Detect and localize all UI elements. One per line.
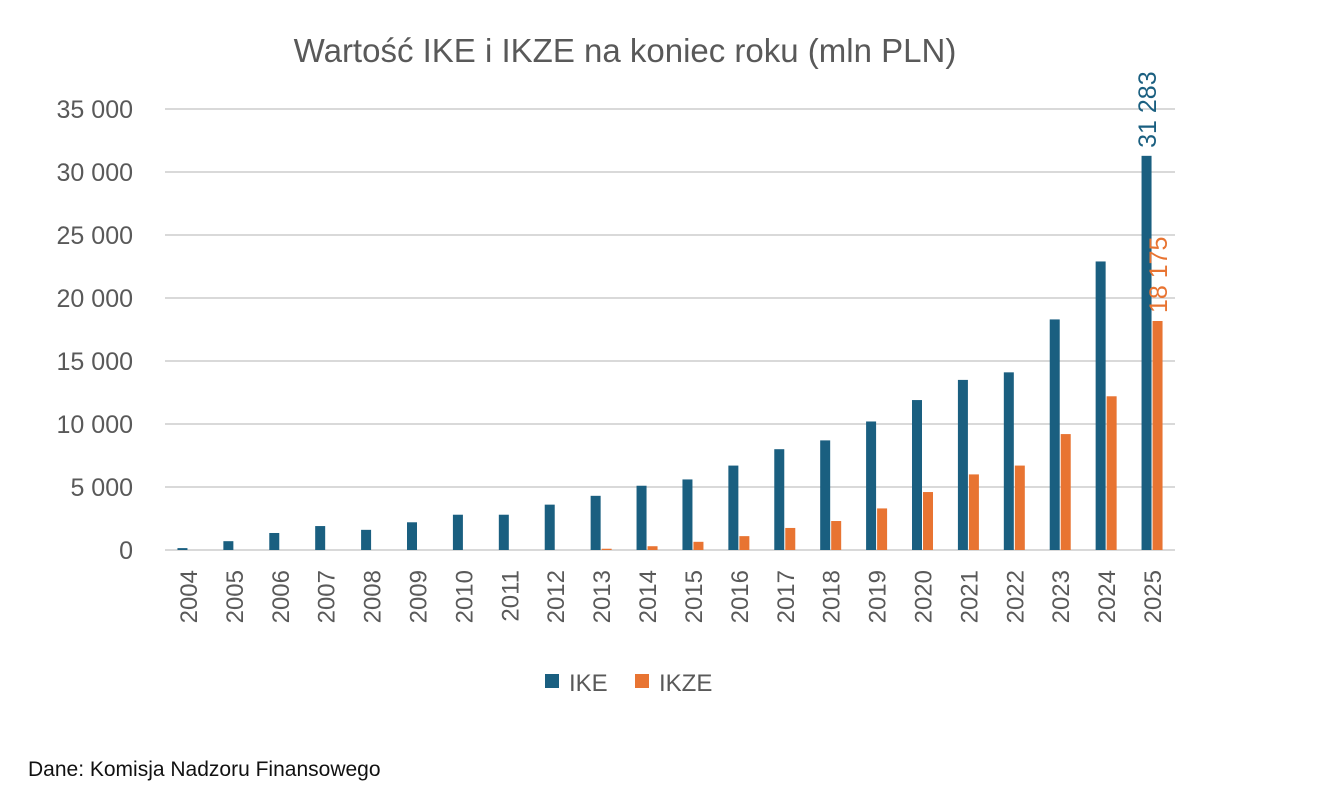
bar-ikze-2014: [647, 546, 658, 550]
bar-ike-2019: [866, 421, 877, 550]
data-label-ike: 31 283: [1134, 71, 1162, 147]
x-tick-label: 2017: [773, 570, 800, 623]
legend-label-ike: IKE: [569, 670, 608, 697]
chart-title: Wartość IKE i IKZE na koniec roku (mln P…: [294, 32, 957, 69]
data-label-ikze: 18 175: [1145, 237, 1173, 313]
bar-ike-2010: [452, 514, 463, 550]
bar-ikze-2015: [693, 541, 704, 550]
x-tick-label: 2012: [543, 570, 570, 623]
bar-ike-2023: [1049, 319, 1060, 550]
bar-ikze-2019: [877, 508, 888, 550]
x-tick-label: 2008: [360, 570, 387, 623]
bar-ike-2006: [269, 532, 280, 550]
x-tick-label: 2019: [865, 570, 892, 623]
x-tick-label: 2007: [314, 570, 341, 623]
y-tick-label: 20 000: [57, 285, 133, 313]
x-tick-label: 2022: [1002, 570, 1029, 623]
legend-label-ikze: IKZE: [659, 670, 712, 697]
bar-ike-2007: [315, 526, 326, 550]
x-tick-label: 2005: [222, 570, 249, 623]
x-tick-label: 2025: [1140, 570, 1167, 623]
bar-ike-2013: [590, 495, 601, 550]
y-tick-label: 25 000: [57, 222, 133, 250]
x-tick-label: 2011: [497, 570, 524, 622]
bar-ikze-2024: [1106, 396, 1117, 550]
bar-ike-2017: [774, 449, 785, 550]
y-tick-label: 0: [119, 537, 133, 565]
x-tick-label: 2006: [268, 570, 295, 623]
bar-ike-2004: [177, 548, 188, 550]
y-tick-label: 30 000: [57, 159, 133, 187]
x-tick-label: 2010: [451, 570, 478, 623]
legend-swatch-ike: [545, 674, 559, 688]
x-tick-label: 2015: [681, 570, 708, 623]
bar-ike-2005: [223, 541, 234, 550]
x-tick-label: 2009: [406, 570, 433, 623]
bar-ikze-2023: [1060, 434, 1071, 550]
bar-ikze-2020: [923, 492, 933, 550]
bar-ike-2012: [544, 504, 555, 550]
y-tick-label: 10 000: [57, 411, 133, 439]
bar-ike-2022: [1003, 372, 1014, 550]
bar-ike-2009: [407, 522, 417, 550]
bar-ikze-2022: [1014, 465, 1025, 550]
bar-ike-2008: [361, 529, 372, 550]
x-tick-label: 2018: [819, 570, 846, 623]
bar-ike-2018: [820, 440, 831, 550]
x-tick-label: 2004: [176, 570, 203, 623]
bar-ike-2021: [957, 379, 968, 550]
bar-ike-2025: [1141, 155, 1152, 550]
bar-ike-2020: [912, 400, 922, 550]
source-note: Dane: Komisja Nadzoru Finansowego: [28, 758, 381, 781]
x-tick-label: 2024: [1094, 570, 1121, 623]
bar-ikze-2013: [601, 548, 612, 550]
bar-ikze-2017: [785, 527, 796, 550]
bar-ike-2024: [1095, 261, 1106, 550]
x-tick-label: 2013: [589, 570, 616, 623]
y-tick-label: 5 000: [70, 474, 133, 502]
bar-ikze-2025: [1152, 320, 1163, 550]
bar-ikze-2016: [739, 536, 750, 550]
bar-ike-2014: [636, 485, 647, 550]
legend-swatch-ikze: [635, 674, 649, 688]
x-tick-label: 2014: [635, 570, 662, 623]
bar-ike-2016: [728, 465, 739, 550]
y-tick-label: 35 000: [57, 96, 133, 124]
x-tick-label: 2023: [1048, 570, 1075, 623]
bar-ike-2015: [682, 479, 693, 550]
x-tick-label: 2021: [956, 570, 983, 623]
bar-ike-2011: [498, 514, 509, 550]
bar-ikze-2021: [968, 474, 979, 550]
y-tick-label: 15 000: [57, 348, 133, 376]
x-tick-label: 2020: [911, 570, 938, 623]
bar-ikze-2018: [831, 521, 842, 550]
x-tick-label: 2016: [727, 570, 754, 623]
